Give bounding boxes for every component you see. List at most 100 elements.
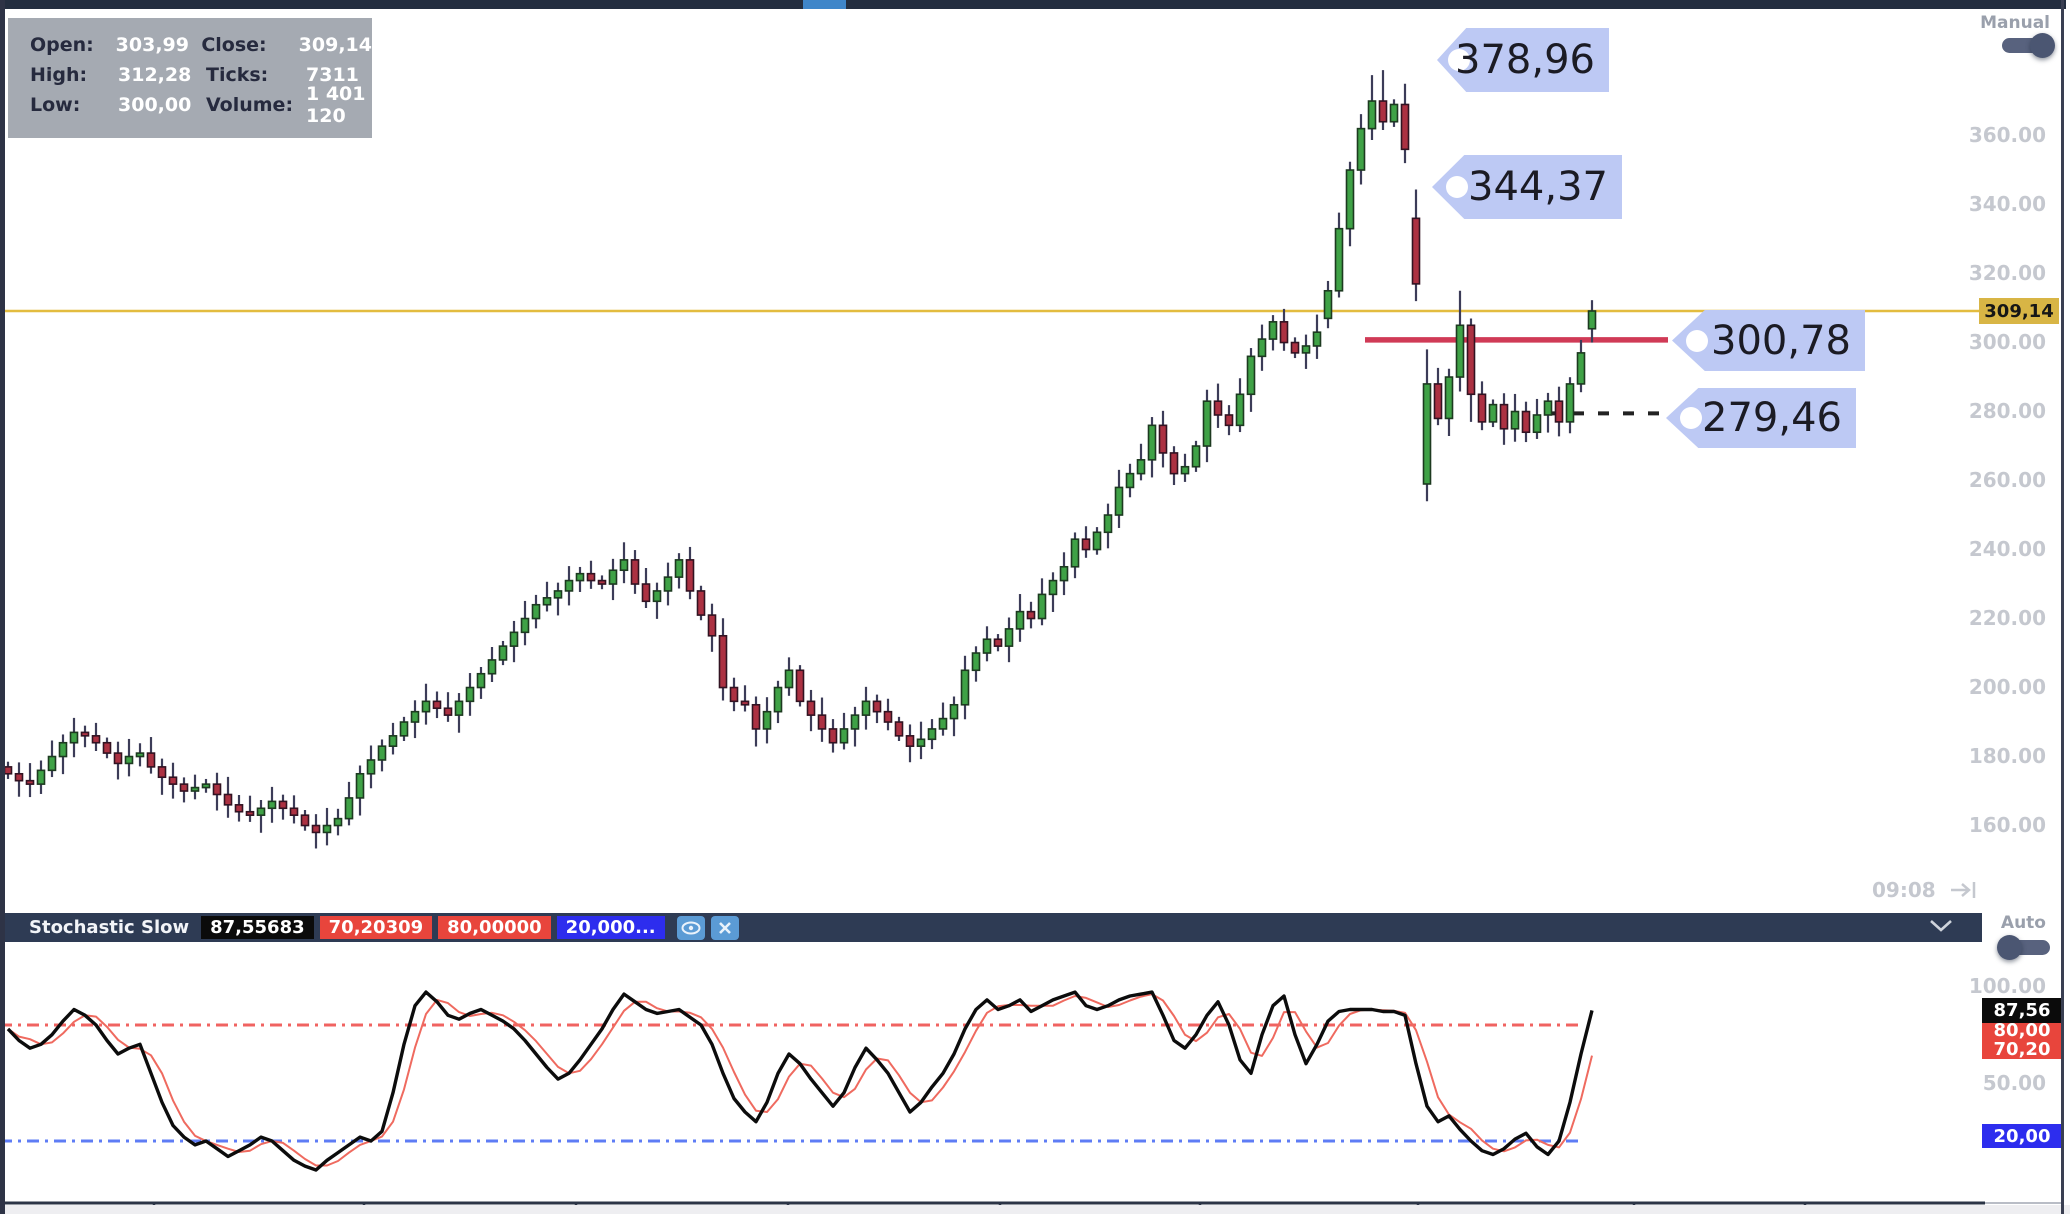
candle-body [1268, 321, 1278, 340]
candle-body [1235, 393, 1245, 427]
ohlc-label: Close: [201, 34, 267, 56]
candle-body [520, 617, 530, 634]
manual-toggle-knob[interactable] [2030, 33, 2055, 58]
manual-toggle[interactable] [2002, 33, 2055, 58]
candle-body [817, 714, 827, 730]
price-tag[interactable]: 279,46 [1666, 388, 1856, 448]
candle-body [1378, 100, 1388, 123]
candle-body [685, 559, 695, 592]
candle-body [1433, 383, 1443, 420]
candle-body [1048, 579, 1058, 596]
candle-body [960, 669, 970, 706]
candle-body [1059, 565, 1069, 582]
candle-body [553, 590, 563, 599]
price-tag[interactable]: 344,37 [1432, 155, 1622, 219]
close-icon [718, 921, 731, 934]
price-axis-label: 260.00 [1968, 467, 2046, 492]
candle-body [311, 824, 321, 834]
candle-body [25, 779, 35, 785]
ohlc-value: 300,00 [118, 94, 192, 116]
price-tag-value: 378,96 [1455, 37, 1595, 83]
candle-body [674, 559, 684, 578]
window-right-border [2061, 0, 2064, 1214]
auto-toggle[interactable] [1997, 935, 2050, 960]
candle-body [982, 638, 992, 654]
candle-body [949, 703, 959, 720]
manual-toggle-label: Manual [1980, 13, 2050, 33]
candle-body [344, 797, 354, 820]
candle-body [1411, 217, 1421, 285]
price-axis-label: 240.00 [1968, 536, 2046, 561]
price-axis-label: 180.00 [1968, 743, 2046, 768]
collapse-pane-button[interactable] [1928, 918, 1954, 938]
candle-body [828, 728, 838, 744]
candle-body [740, 700, 750, 706]
candle-body [1565, 383, 1575, 423]
candle-body [1213, 400, 1223, 416]
candle-body [333, 817, 343, 827]
candle-body [1301, 345, 1311, 354]
remove-indicator-button[interactable] [710, 915, 739, 940]
stoch-value-badge: 80,00 [1982, 1020, 2062, 1041]
candle-body [1224, 414, 1234, 427]
candle-body [542, 597, 552, 606]
price-tag-hole [1686, 329, 1709, 352]
candle-body [58, 741, 68, 758]
candle-body [80, 731, 90, 737]
indicator-value-badge[interactable]: 70,20309 [319, 916, 433, 939]
candle-body [289, 807, 299, 816]
candle-body [1510, 410, 1520, 430]
ohlc-row: Low: 300,00 Volume: 1 401 120 [30, 83, 372, 127]
candle-body [861, 700, 871, 716]
candle-body [1576, 352, 1586, 385]
price-tag[interactable]: 300,78 [1672, 310, 1865, 371]
candle-body [355, 772, 365, 799]
candle-body [1356, 127, 1366, 171]
candle-body [443, 707, 453, 716]
price-tag-value: 344,37 [1468, 164, 1608, 210]
price-axis-label: 160.00 [1968, 812, 2046, 837]
candle-body [850, 714, 860, 730]
candle-body [1521, 410, 1531, 434]
candle-body [1323, 289, 1333, 320]
candle-body [630, 559, 640, 585]
candle-body [1345, 169, 1355, 230]
candle-body [586, 572, 596, 582]
candle-body [124, 755, 134, 765]
candle-body [905, 735, 915, 747]
candle-body [1389, 103, 1399, 123]
price-tag[interactable]: 378,96 [1437, 28, 1609, 92]
indicator-bar: Stochastic Slow 87,55683 70,20309 80,00000… [5, 913, 1982, 942]
stoch-value-badge: 70,20 [1982, 1039, 2062, 1060]
candle-body [1455, 324, 1465, 378]
price-axis-label: 300.00 [1968, 329, 2046, 354]
auto-toggle-knob[interactable] [1997, 935, 2022, 960]
candle-body [245, 810, 255, 816]
indicator-value-badge[interactable]: 87,55683 [201, 916, 314, 939]
current-price-badge: 309,14 [1979, 298, 2059, 324]
candle-body [234, 804, 244, 813]
candle-body [916, 738, 926, 747]
candle-body [322, 824, 332, 834]
chevron-down-icon [1930, 920, 1952, 932]
candle-body [927, 728, 937, 741]
candle-body [696, 590, 706, 616]
window-bottom-strip [0, 1205, 2070, 1214]
eye-icon [681, 921, 701, 934]
candle-body [135, 752, 145, 758]
candle-body [487, 659, 497, 675]
candle-body [1169, 452, 1179, 475]
indicator-value-badge[interactable]: 80,00000 [438, 916, 551, 939]
indicator-value-badge[interactable]: 20,000... [556, 916, 665, 939]
candle-body [366, 759, 376, 775]
price-axis-label: 360.00 [1968, 122, 2046, 147]
candle-body [1543, 400, 1553, 416]
price-tag-hole [1445, 176, 1468, 198]
candle-body [300, 814, 310, 827]
visibility-button[interactable] [676, 915, 705, 940]
candle-body [894, 721, 904, 737]
price-axis-label: 200.00 [1968, 674, 2046, 699]
candle-body [1477, 393, 1487, 423]
candle-body [432, 700, 442, 710]
